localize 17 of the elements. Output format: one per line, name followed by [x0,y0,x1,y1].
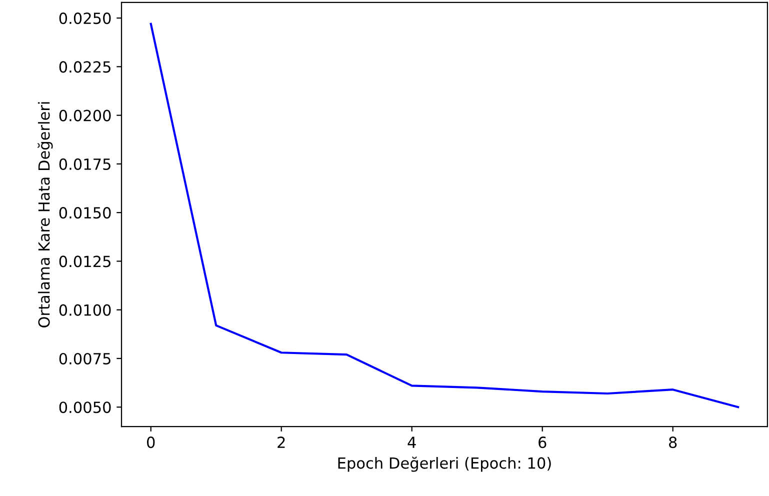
y-tick-label: 0.0075 [59,352,110,364]
y-tick-label: 0.0100 [59,304,111,316]
y-tick-label: 0.0250 [59,12,111,24]
y-axis-title: Ortalama Kare Hata Değerleri [38,102,53,328]
x-tick-label: 0 [147,436,155,448]
y-tick-label: 0.0225 [59,61,110,73]
y-tick-label: 0.0200 [59,110,111,122]
line-series [150,22,740,408]
y-tick-label: 0.0150 [59,207,111,219]
x-tick-label: 4 [408,436,416,448]
x-tick-label: 6 [538,436,546,448]
y-tick-label: 0.0125 [59,256,110,268]
x-axis-title: Epoch Değerleri (Epoch: 10) [338,456,551,472]
y-tick-label: 0.0050 [59,402,111,414]
x-tick-label: 2 [278,436,285,448]
x-tick-label: 8 [669,436,677,448]
y-tick-label: 0.0175 [59,158,110,170]
